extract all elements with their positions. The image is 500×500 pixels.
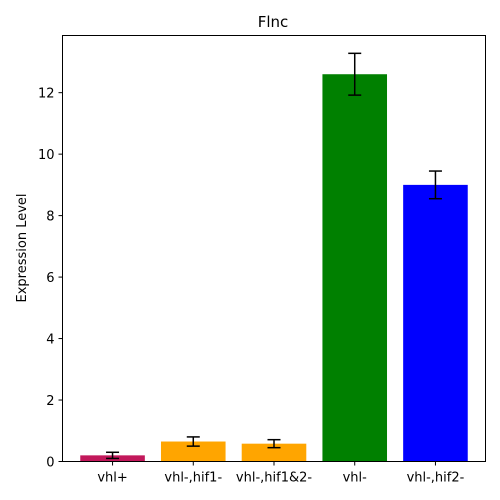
y-tick-label: 6: [46, 271, 54, 286]
bar: [403, 184, 468, 462]
y-tick-label: 0: [46, 456, 54, 471]
x-tick-label: vhl-,hif1-: [164, 471, 222, 486]
x-tick-label: vhl-,hif1&2-: [236, 471, 312, 486]
y-axis-label: Expression Level: [15, 193, 30, 302]
bar: [322, 74, 388, 462]
y-axis-ticks: 0 2 4 6 8 10 12: [38, 87, 63, 471]
x-tick-label: vhl+: [97, 471, 127, 486]
x-tick-label: vhl-,hif2-: [407, 471, 465, 486]
bars: [80, 74, 468, 462]
y-tick-label: 8: [46, 210, 54, 225]
y-tick-label: 12: [38, 87, 55, 102]
y-tick-label: 2: [46, 394, 54, 409]
x-tick-label: vhl-: [343, 471, 368, 486]
y-tick-label: 4: [46, 333, 54, 348]
plot-frame: [62, 35, 486, 462]
chart-title: Flnc: [258, 13, 289, 31]
error-bars: [106, 52, 442, 460]
x-axis-ticks: vhl+ vhl-,hif1- vhl-,hif1&2- vhl-vhl-,hif2-: [97, 461, 465, 486]
bar: [160, 441, 226, 462]
bar: [241, 443, 307, 462]
y-tick-label: 10: [38, 148, 55, 163]
